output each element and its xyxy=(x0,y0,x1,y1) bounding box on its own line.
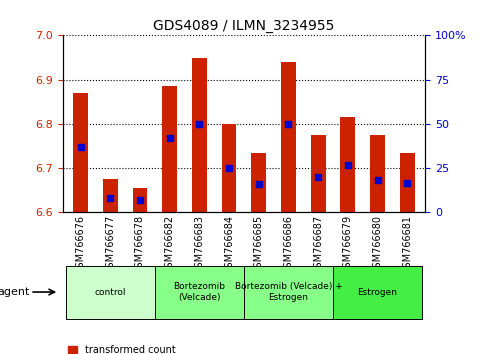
Bar xyxy=(162,86,177,212)
Bar xyxy=(244,266,333,319)
Bar xyxy=(192,57,207,212)
Text: agent: agent xyxy=(0,287,30,297)
Text: control: control xyxy=(95,287,126,297)
Text: Bortezomib
(Velcade): Bortezomib (Velcade) xyxy=(173,282,226,302)
Bar xyxy=(333,266,422,319)
Bar xyxy=(66,266,155,319)
Bar xyxy=(341,117,355,212)
Bar xyxy=(103,179,118,212)
Title: GDS4089 / ILMN_3234955: GDS4089 / ILMN_3234955 xyxy=(153,19,335,33)
Bar xyxy=(281,62,296,212)
Bar xyxy=(400,153,414,212)
Bar xyxy=(222,124,237,212)
Bar xyxy=(73,93,88,212)
Bar xyxy=(311,135,326,212)
Text: Bortezomib (Velcade) +
Estrogen: Bortezomib (Velcade) + Estrogen xyxy=(235,282,342,302)
Bar xyxy=(251,153,266,212)
Bar xyxy=(155,266,244,319)
Text: Estrogen: Estrogen xyxy=(357,287,398,297)
Bar xyxy=(370,135,385,212)
Legend: transformed count, percentile rank within the sample: transformed count, percentile rank withi… xyxy=(68,345,250,354)
Bar xyxy=(132,188,147,212)
